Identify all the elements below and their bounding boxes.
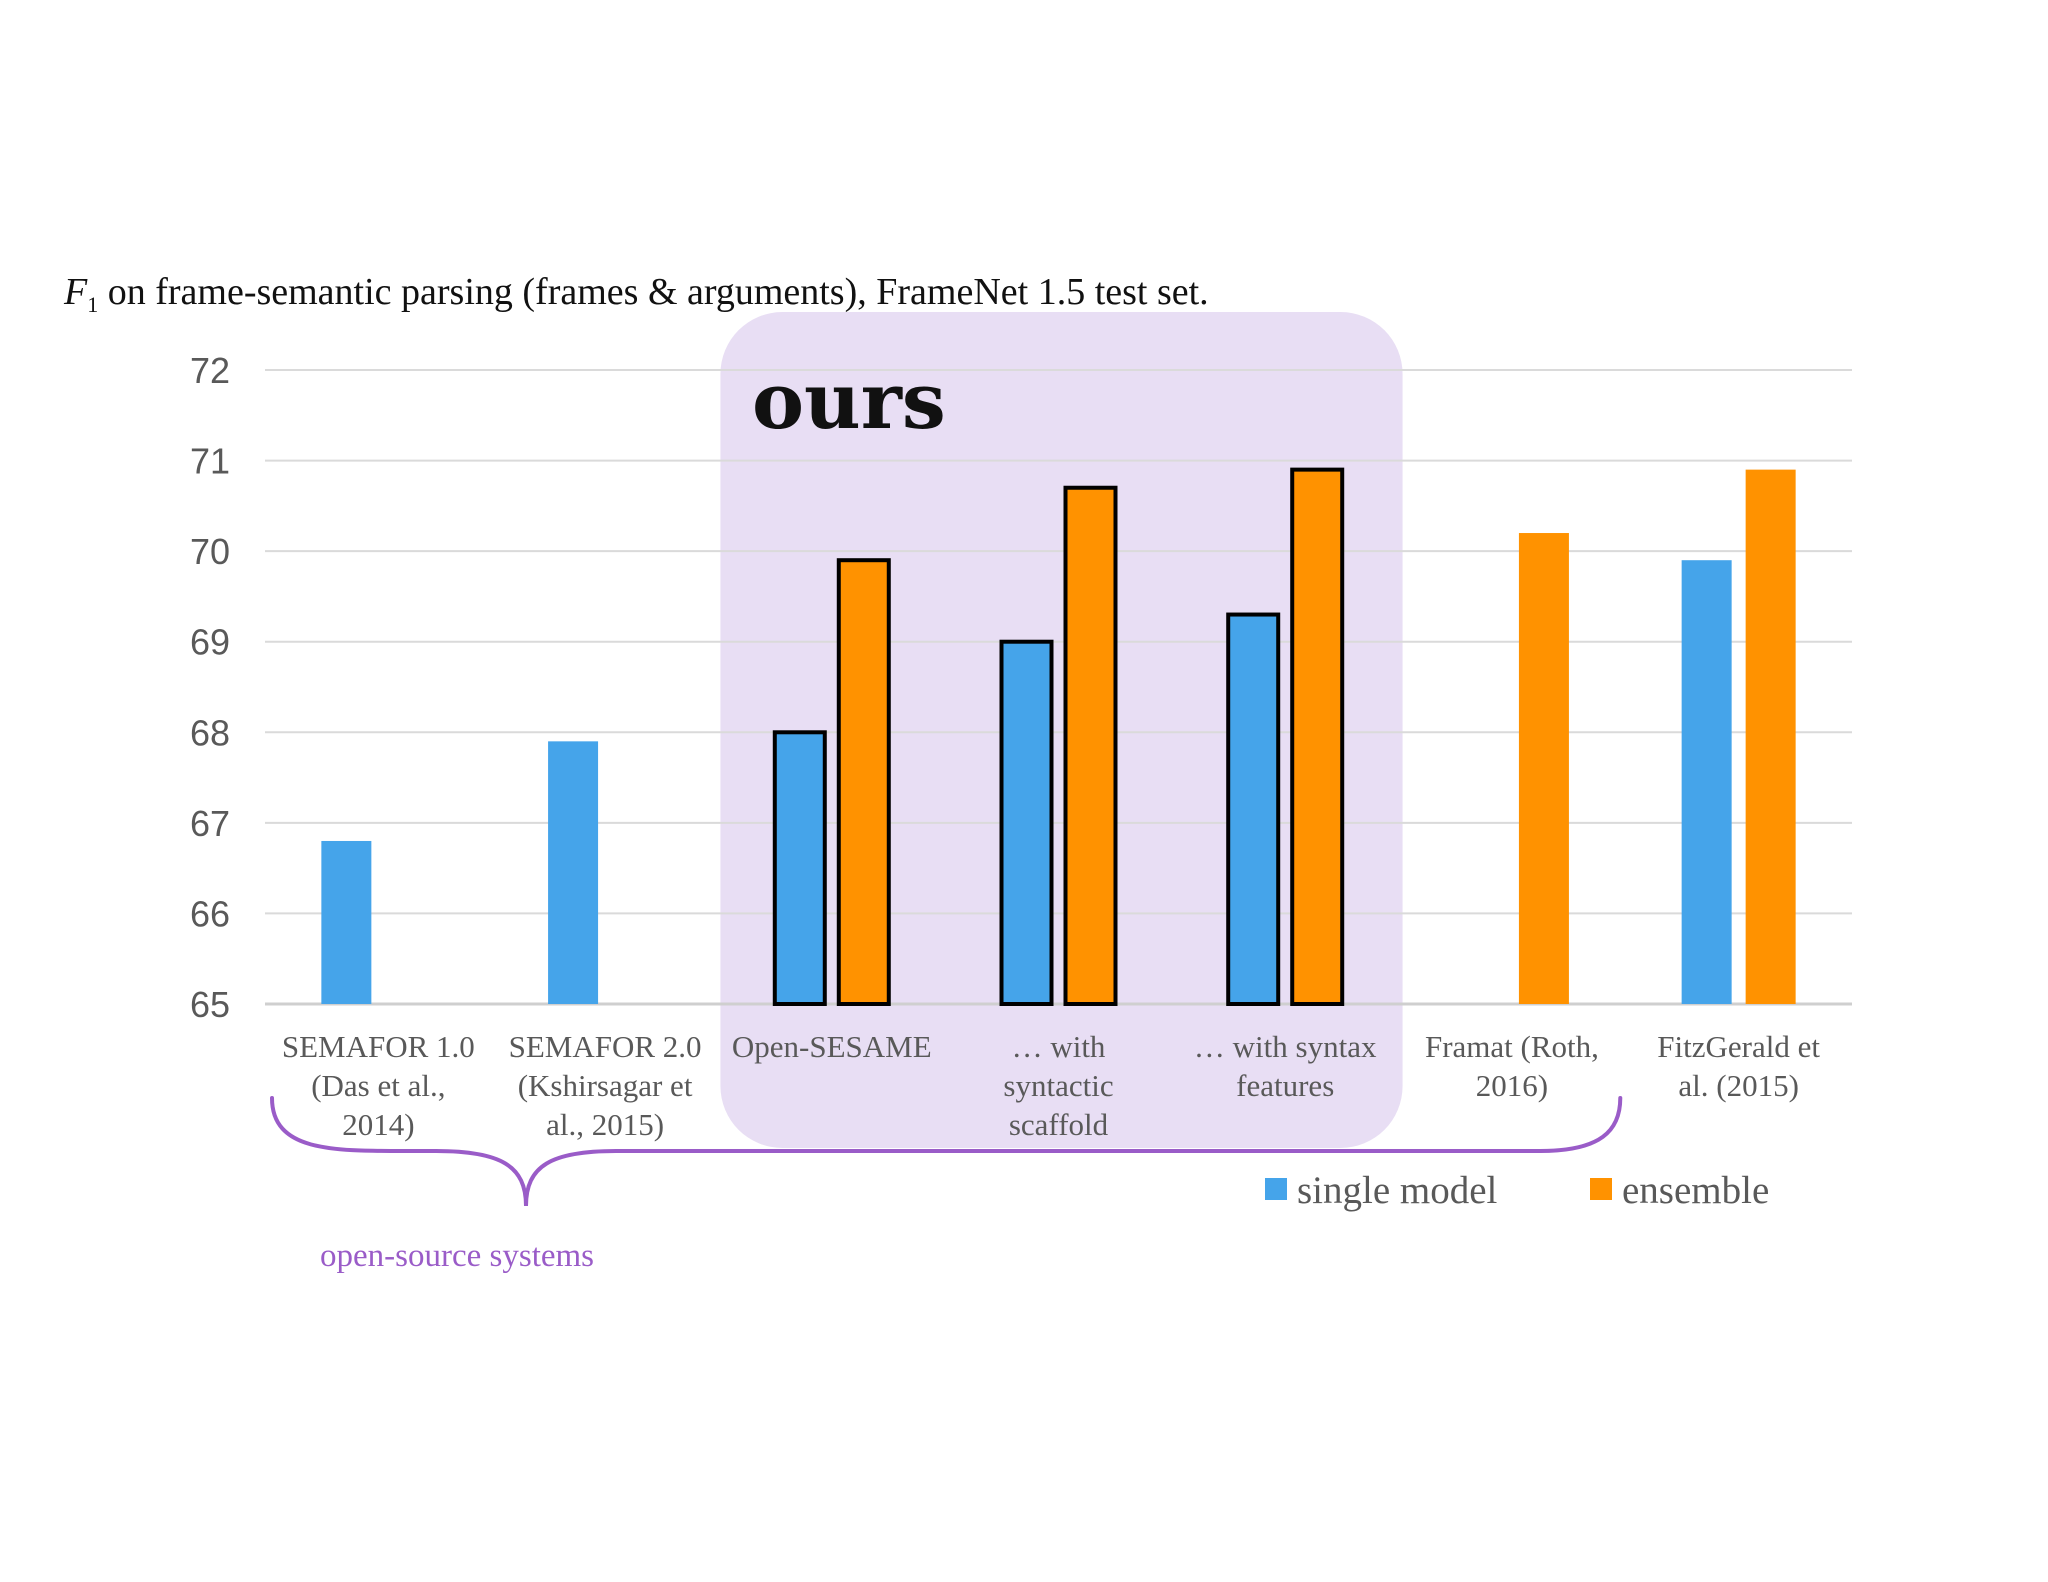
x-tick-label-6: FitzGerald et al. (2015)	[1657, 1029, 1820, 1103]
y-tick-label-70: 70	[190, 531, 230, 572]
legend-label-ensemble: ensemble	[1622, 1169, 1769, 1212]
y-tick-label-66: 66	[190, 893, 230, 934]
y-tick-label-67: 67	[190, 803, 230, 844]
x-tick-label-1: SEMAFOR 2.0 (Kshirsagar et al., 2015)	[509, 1029, 702, 1142]
bar-ensemble-4	[1290, 467, 1345, 1006]
bars	[321, 467, 1796, 1006]
bar-ensemble-6	[1745, 469, 1796, 1005]
legend: single model ensemble	[1265, 1169, 1769, 1212]
bar-single-model-6	[1681, 560, 1732, 1004]
y-tick-label-69: 69	[190, 622, 230, 663]
title-f-variable: F	[63, 271, 88, 313]
x-axis: SEMAFOR 1.0 (Das et al., 2014) SEMAFOR 2.0(…	[282, 1029, 1820, 1142]
x-tick-label-4: … with syntax features	[1194, 1029, 1377, 1103]
legend-swatch-ensemble	[1590, 1178, 1612, 1200]
x-tick-label-2: Open-SESAME	[732, 1029, 932, 1064]
x-tick-label-5: Framat (Roth, 2016)	[1425, 1029, 1599, 1103]
legend-label-single-model: single model	[1297, 1169, 1498, 1212]
y-tick-label-71: 71	[190, 441, 230, 482]
y-tick-label-72: 72	[190, 350, 230, 391]
y-tick-label-65: 65	[190, 984, 230, 1025]
title-text: on frame-semantic parsing (frames & argu…	[98, 271, 1208, 313]
bar-single-model-4	[1226, 612, 1281, 1006]
x-tick-label-0: SEMAFOR 1.0 (Das et al., 2014)	[282, 1029, 475, 1142]
y-tick-label-68: 68	[190, 712, 230, 753]
gridlines	[265, 369, 1852, 1006]
bar-ensemble-2	[836, 558, 891, 1006]
chart-title: F1 on frame-semantic parsing (frames & a…	[63, 271, 1209, 317]
legend-swatch-single-model	[1265, 1178, 1287, 1200]
y-axis: 65 66 67 68 69 70 71 72	[190, 350, 230, 1025]
open-source-label: open-source systems	[320, 1238, 594, 1274]
bar-single-model-3	[999, 639, 1054, 1006]
bar-ensemble-5	[1518, 533, 1569, 1004]
x-tick-label-3: … with syntactic scaffold	[1003, 1029, 1113, 1142]
bar-ensemble-3	[1063, 485, 1118, 1006]
title-subscript: 1	[87, 292, 98, 317]
bar-single-model-2	[772, 730, 827, 1006]
ours-label: ours	[752, 356, 946, 447]
bar-single-model-1	[548, 741, 599, 1004]
bar-single-model-0	[321, 840, 372, 1004]
open-source-brace	[270, 1096, 1623, 1207]
